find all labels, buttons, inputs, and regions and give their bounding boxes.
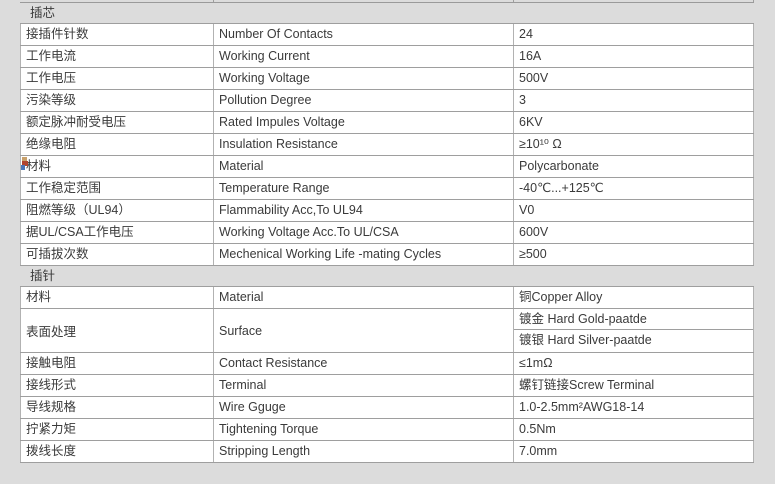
spec-label-en: Terminal: [213, 375, 513, 396]
spec-value-line: 镀银 Hard Silver-paatde: [519, 333, 652, 347]
spec-label-en: Wire Gguge: [213, 397, 513, 418]
section-row-insert-core: 插芯: [20, 3, 754, 24]
table-row: 接触电阻 Contact Resistance ≤1mΩ: [20, 353, 754, 375]
spec-label-en: Number Of Contacts: [213, 24, 513, 45]
spec-label-en: Material: [213, 287, 513, 308]
spec-label-en: Tightening Torque: [213, 419, 513, 440]
spec-label-en: Stripping Length: [213, 441, 513, 462]
spec-label-cn: 额定脉冲耐受电压: [20, 112, 213, 133]
spec-label-cn: 表面处理: [20, 309, 213, 352]
spec-value: 铜Copper Alloy: [513, 287, 754, 308]
section-row-pin: 插针: [20, 266, 754, 287]
table-row: 阻燃等级（UL94） Flammability Acc,To UL94 V0: [20, 200, 754, 222]
section-title: 插芯: [30, 6, 56, 20]
table-row: 接插件针数 Number Of Contacts 24: [20, 24, 754, 46]
table-row: 接线形式 Terminal 螺钉链接Screw Terminal: [20, 375, 754, 397]
table-row: 据UL/CSA工作电压 Working Voltage Acc.To UL/CS…: [20, 222, 754, 244]
spec-label-en: Insulation Resistance: [213, 134, 513, 155]
spec-label-en: Working Voltage Acc.To UL/CSA: [213, 222, 513, 243]
spec-value: V0: [513, 200, 754, 221]
table-row: 导线规格 Wire Gguge 1.0-2.5mm²AWG18-14: [20, 397, 754, 419]
spec-value: -40℃...+125℃: [513, 178, 754, 199]
spec-value: ≤1mΩ: [513, 353, 754, 374]
table-row-surface: 表面处理 Surface 镀金 Hard Gold-paatde 镀银 Hard…: [20, 309, 754, 353]
spec-label-cn: 拧紧力矩: [20, 419, 213, 440]
table-row: 额定脉冲耐受电压 Rated Impules Voltage 6KV: [20, 112, 754, 134]
spec-label-en: Working Current: [213, 46, 513, 67]
spec-table: 插芯 接插件针数 Number Of Contacts 24 工作电流 Work…: [20, 2, 754, 463]
table-row: 污染等级 Pollution Degree 3: [20, 90, 754, 112]
spec-label-cn: 接触电阻: [20, 353, 213, 374]
spec-value: 24: [513, 24, 754, 45]
spec-value-line: 镀金 Hard Gold-paatde: [514, 309, 753, 330]
spec-value: Polycarbonate: [513, 156, 754, 177]
spec-label-cn: 污染等级: [20, 90, 213, 111]
spec-label-en: Material: [213, 156, 513, 177]
spec-label-cn: 可插拔次数: [20, 244, 213, 265]
spec-label-en: Pollution Degree: [213, 90, 513, 111]
spec-label-cn: 据UL/CSA工作电压: [20, 222, 213, 243]
section-title: 插针: [30, 269, 56, 283]
table-row: 绝缘电阻 Insulation Resistance ≥10¹⁰ Ω: [20, 134, 754, 156]
spec-value: 1.0-2.5mm²AWG18-14: [513, 397, 754, 418]
spec-value: ≥500: [513, 244, 754, 265]
spec-label-en: Working Voltage: [213, 68, 513, 89]
spec-value: 500V: [513, 68, 754, 89]
spec-label-cn: 工作电压: [20, 68, 213, 89]
spec-value: 3: [513, 90, 754, 111]
table-row: 拨线长度 Stripping Length 7.0mm: [20, 441, 754, 463]
spec-value-split: 镀金 Hard Gold-paatde 镀银 Hard Silver-paatd…: [513, 309, 754, 352]
column-border-remnant: [513, 0, 514, 3]
table-row: 可插拔次数 Mechenical Working Life -mating Cy…: [20, 244, 754, 266]
spec-label-en: Surface: [213, 309, 513, 352]
spec-value: 16A: [513, 46, 754, 67]
spec-label-en: Contact Resistance: [213, 353, 513, 374]
table-row: 工作稳定范围 Temperature Range -40℃...+125℃: [20, 178, 754, 200]
spec-label-en: Mechenical Working Life -mating Cycles: [213, 244, 513, 265]
spec-value: 6KV: [513, 112, 754, 133]
spec-label-cn: 接线形式: [20, 375, 213, 396]
spec-label-cn: 工作电流: [20, 46, 213, 67]
spec-value: 600V: [513, 222, 754, 243]
spec-value: 0.5Nm: [513, 419, 754, 440]
spec-label-cn: 绝缘电阻: [20, 134, 213, 155]
spec-label-en: Rated Impules Voltage: [213, 112, 513, 133]
spec-label-cn: 工作稳定范围: [20, 178, 213, 199]
column-border-remnant: [213, 0, 214, 3]
table-row: 材料 Material 铜Copper Alloy: [20, 287, 754, 309]
spec-label-en: Flammability Acc,To UL94: [213, 200, 513, 221]
column-border-remnant: [753, 0, 754, 3]
spec-value: 7.0mm: [513, 441, 754, 462]
spec-label-cn: 材料: [20, 287, 213, 308]
table-row: 工作电压 Working Voltage 500V: [20, 68, 754, 90]
spec-value: 螺钉链接Screw Terminal: [513, 375, 754, 396]
spec-label-cn: 导线规格: [20, 397, 213, 418]
spec-label-en: Temperature Range: [213, 178, 513, 199]
spec-label-cn: 接插件针数: [20, 24, 213, 45]
table-row: 材料 Material Polycarbonate: [20, 156, 754, 178]
spec-label-cn: 材料: [20, 156, 213, 177]
table-row: 工作电流 Working Current 16A: [20, 46, 754, 68]
spec-label-cn: 拨线长度: [20, 441, 213, 462]
table-row: 拧紧力矩 Tightening Torque 0.5Nm: [20, 419, 754, 441]
spec-value: ≥10¹⁰ Ω: [513, 134, 754, 155]
inline-object-icon: [21, 157, 28, 170]
spec-label-cn: 阻燃等级（UL94）: [20, 200, 213, 221]
